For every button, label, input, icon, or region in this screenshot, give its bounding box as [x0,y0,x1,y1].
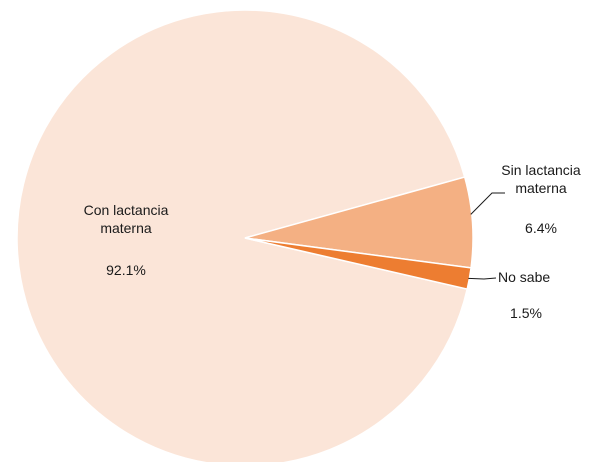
label-sin-lactancia-line-1: Sin lactancia [501,162,581,178]
leader-line-no-sabe [468,277,497,280]
label-con-lactancia-line-2: materna [100,220,152,236]
label-sin-lactancia-line-2: materna [515,180,567,196]
pie-slices [16,9,474,462]
label-no-sabe-line-1: No sabe [498,269,550,285]
label-con-lactancia-percent: 92.1% [106,262,146,278]
label-sin-lactancia-percent: 6.4% [525,220,557,236]
label-con-lactancia-line-1: Con lactancia [84,202,169,218]
label-no-sabe-percent: 1.5% [510,305,542,321]
leader-line-sin-lactancia [470,192,505,215]
leader-lines [468,192,505,280]
slice-labels: Con lactancia materna 92.1% Sin lactancia ma… [84,162,581,321]
slice-con-lactancia [16,9,469,462]
